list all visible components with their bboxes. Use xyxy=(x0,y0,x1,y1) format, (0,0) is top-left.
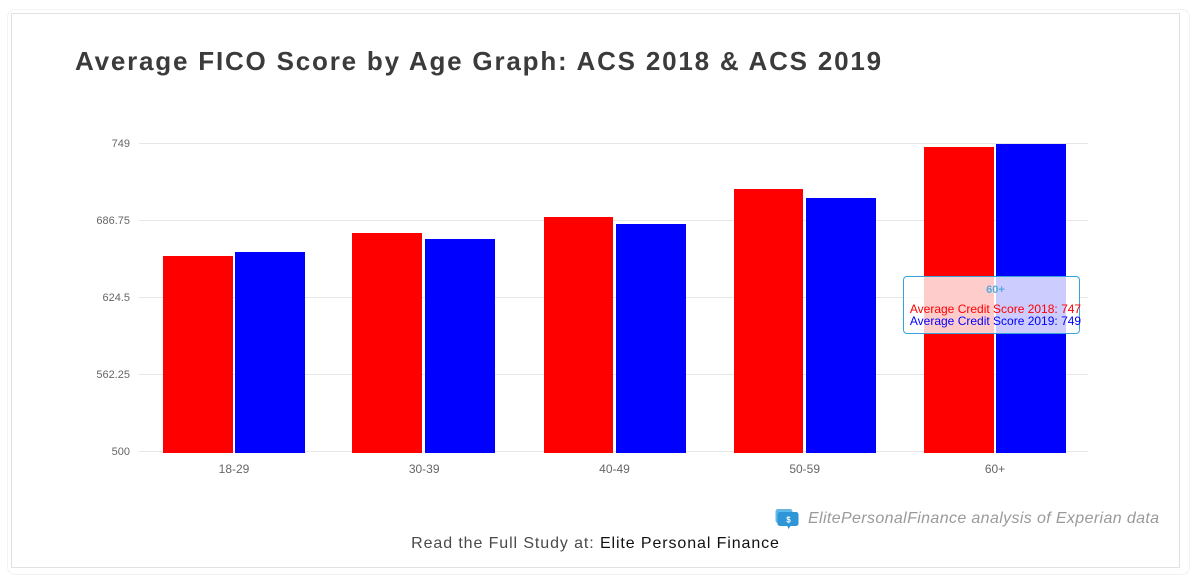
svg-text:$: $ xyxy=(786,516,791,525)
